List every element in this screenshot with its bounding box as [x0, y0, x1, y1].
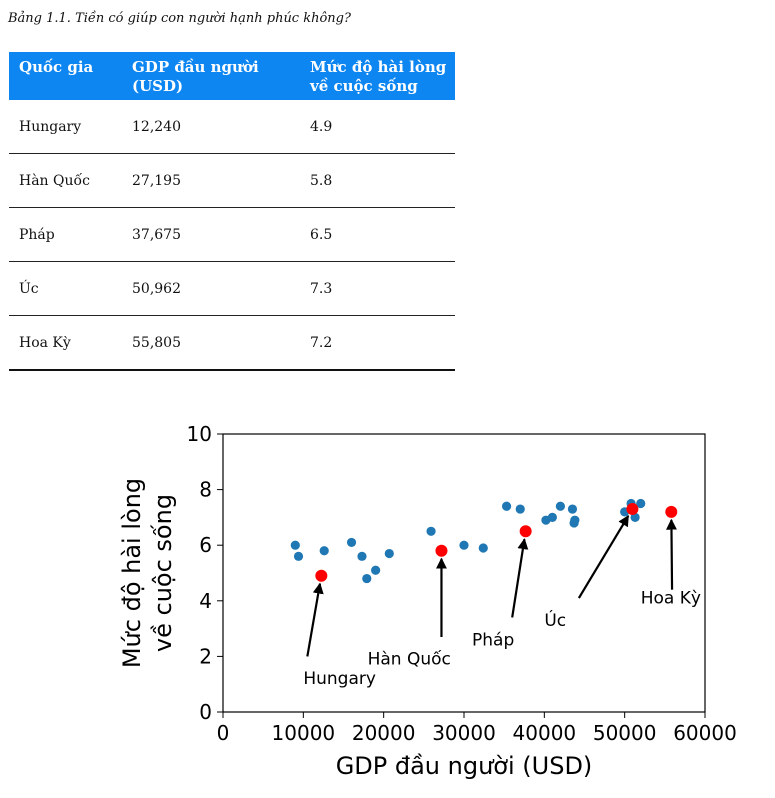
- data-point: [290, 540, 300, 550]
- annotation-label: Hoa Kỳ: [641, 589, 701, 609]
- annotation-label: Pháp: [472, 630, 514, 650]
- annotation-arrow: [306, 582, 324, 657]
- y-axis-label-line-1: Mức độ hài lòng: [118, 478, 146, 668]
- highlighted-point: [626, 503, 639, 516]
- data-point: [357, 551, 367, 561]
- data-point: [555, 501, 566, 511]
- cell-gdp: 27,195: [122, 153, 300, 208]
- data-point: [293, 551, 304, 561]
- cell-satisfaction: 5.8: [300, 153, 455, 208]
- data-point: [636, 498, 646, 509]
- cell-satisfaction: 6.5: [300, 207, 455, 262]
- data-point: [515, 504, 525, 514]
- data-table: Quốc gia GDP đầu người (USD) Mức độ hài …: [9, 52, 455, 371]
- table-header-row: Quốc gia GDP đầu người (USD) Mức độ hài …: [9, 52, 455, 100]
- x-tick-label: 0: [217, 721, 230, 745]
- annotation-arrow: [577, 514, 630, 599]
- annotation-arrow: [665, 518, 677, 590]
- cell-gdp: 55,805: [122, 315, 300, 371]
- data-point: [319, 546, 329, 556]
- highlighted-point: [315, 569, 328, 582]
- table-row: Pháp 37,675 6.5: [9, 207, 455, 262]
- cell-country: Hoa Kỳ: [9, 315, 122, 371]
- cell-satisfaction: 4.9: [300, 100, 455, 154]
- table-row: Hoa Kỳ 55,805 7.2: [9, 315, 455, 371]
- x-tick-label: 40000: [513, 721, 577, 745]
- cell-country: Hàn Quốc: [9, 153, 122, 208]
- data-point: [630, 512, 640, 522]
- cell-satisfaction: 7.2: [300, 315, 455, 371]
- x-axis-label: GDP đầu người (USD): [336, 752, 593, 780]
- x-tick-label: 10000: [272, 721, 336, 745]
- annotation-arrow: [511, 538, 529, 618]
- data-point: [570, 515, 580, 525]
- plot-frame: [222, 433, 706, 713]
- data-point: [501, 501, 512, 511]
- highlighted-point: [435, 544, 448, 557]
- table-caption: Bảng 1.1. Tiền có giúp con người hạnh ph…: [8, 11, 351, 26]
- annotation-label: Hungary: [303, 669, 376, 689]
- header-country: Quốc gia: [9, 52, 122, 100]
- y-axis-label-line-2: về cuộc sống: [149, 494, 177, 652]
- cell-satisfaction: 7.3: [300, 261, 455, 316]
- table-row: Hàn Quốc 27,195 5.8: [9, 153, 455, 208]
- header-satisfaction: Mức độ hài lòng về cuộc sống: [300, 52, 455, 100]
- scatter-chart: 0 10000 20000 30000 40000 50000 60000 0 2 4 6 8 10 GD…: [118, 422, 737, 780]
- y-tick-label: 6: [199, 533, 212, 557]
- cell-country: Úc: [9, 261, 122, 316]
- y-tick-label: 8: [199, 478, 212, 502]
- table-row: Úc 50,962 7.3: [9, 261, 455, 316]
- cell-gdp: 50,962: [122, 261, 300, 316]
- y-tick-label: 10: [187, 422, 212, 446]
- y-tick-label: 4: [199, 589, 212, 613]
- y-tick-label: 0: [199, 700, 212, 724]
- data-point: [567, 504, 578, 514]
- data-point: [362, 573, 372, 584]
- cell-country: Hungary: [9, 100, 122, 154]
- x-tick-label: 20000: [352, 721, 416, 745]
- x-tick-label: 30000: [432, 721, 496, 745]
- highlighted-point: [665, 505, 678, 518]
- x-tick-label: 50000: [593, 721, 657, 745]
- data-point: [384, 548, 394, 559]
- data-point: [547, 512, 557, 522]
- cell-country: Pháp: [9, 207, 122, 262]
- annotation-label: Úc: [544, 609, 566, 631]
- highlighted-point: [519, 525, 532, 538]
- header-gdp: GDP đầu người (USD): [122, 52, 300, 100]
- data-point: [346, 537, 357, 548]
- annotation-label: Hàn Quốc: [368, 649, 451, 670]
- table-row: Hungary 12,240 4.9: [9, 100, 455, 154]
- cell-gdp: 12,240: [122, 100, 300, 154]
- cell-gdp: 37,675: [122, 207, 300, 262]
- data-point: [459, 540, 469, 550]
- data-point: [426, 526, 436, 536]
- data-point: [371, 565, 381, 575]
- y-tick-label: 2: [199, 644, 212, 668]
- data-point: [478, 543, 488, 553]
- x-tick-label: 60000: [673, 721, 737, 745]
